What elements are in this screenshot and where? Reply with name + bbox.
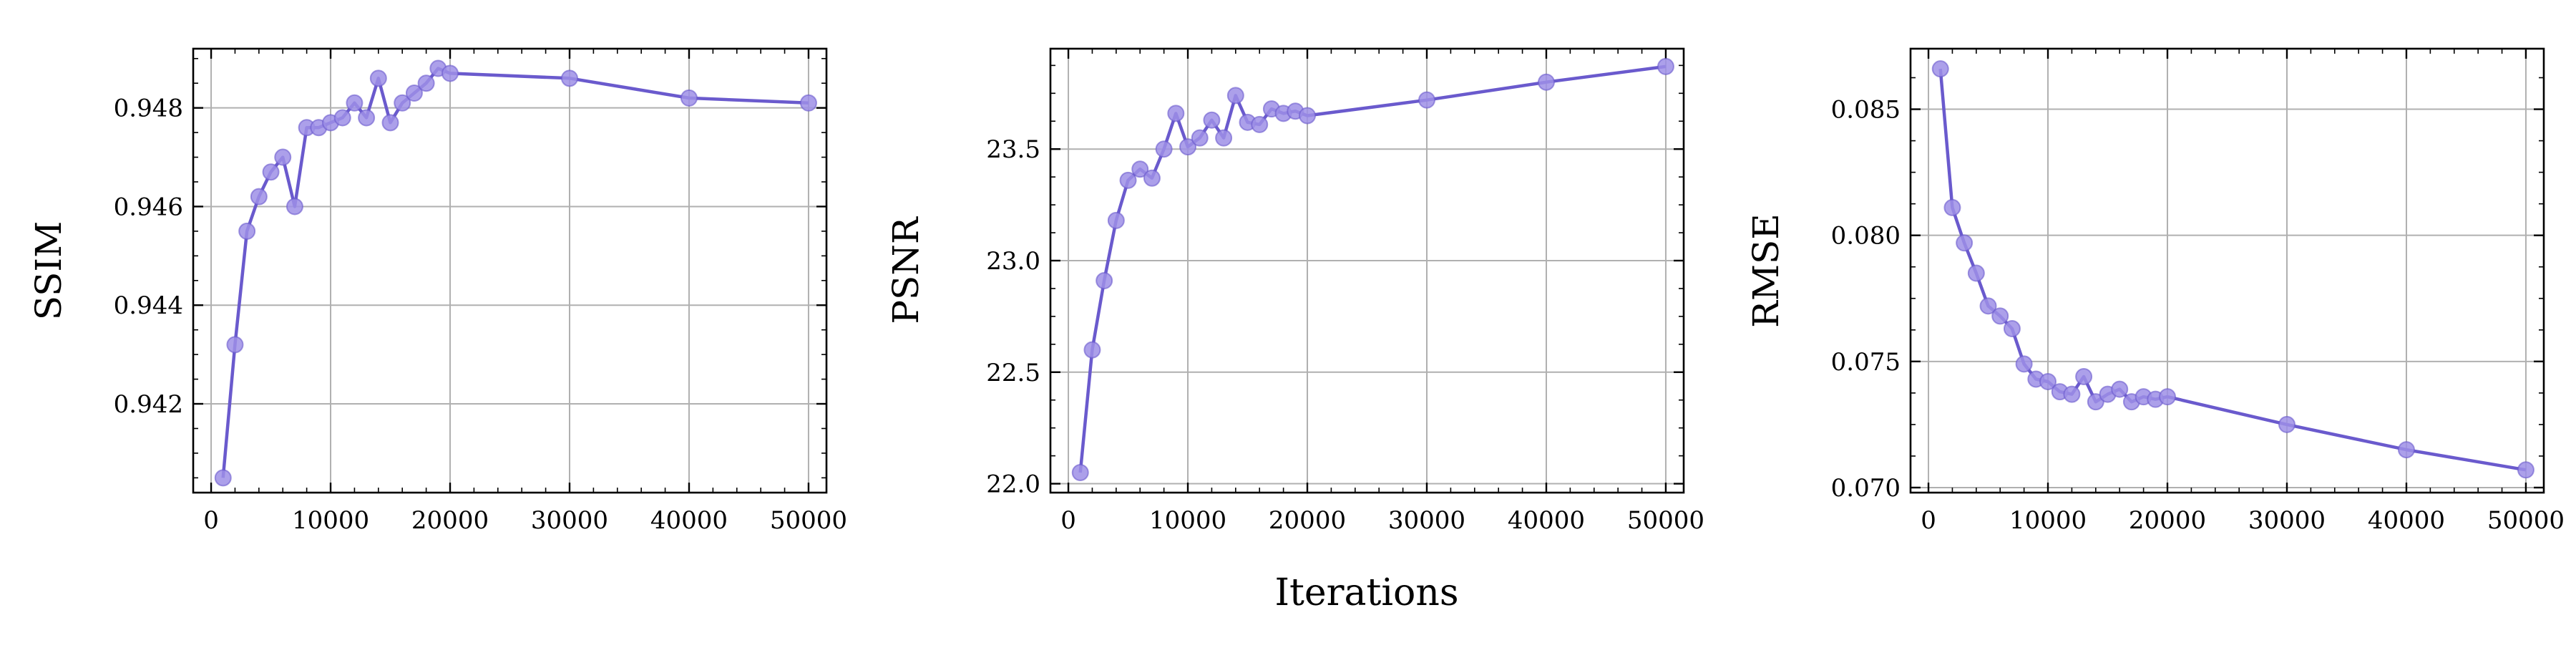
data-point: [286, 198, 303, 216]
data-point: [1167, 105, 1185, 122]
chart-panel-rmse: 0 10000 20000 30000 40000 50000 0.070 0.075 0.08…: [1745, 47, 2565, 535]
y-tick-label: 0.075: [1831, 348, 1901, 377]
data-point: [1096, 272, 1113, 290]
data-point: [1418, 91, 1435, 109]
data-point: [1931, 60, 1949, 78]
x-tick-label: 30000: [531, 506, 608, 535]
y-tick-label: 0.946: [114, 193, 183, 221]
data-point: [2278, 415, 2296, 433]
series-line: [1938, 69, 2527, 472]
y-tick-label: 0.948: [114, 95, 183, 123]
y-axis-label: SSIM: [28, 221, 69, 321]
data-point: [2063, 385, 2081, 403]
x-tick-label: 20000: [2129, 506, 2206, 535]
x-tick-label: 30000: [2248, 506, 2326, 535]
data-point: [1943, 198, 1961, 216]
data-point: [1131, 160, 1149, 178]
axes-frame: [1909, 47, 2545, 494]
data-point: [2015, 355, 2033, 373]
data-point: [799, 94, 817, 112]
x-tick-label: 10000: [292, 506, 369, 535]
data-point: [1083, 341, 1101, 359]
data-point: [560, 69, 578, 87]
data-point: [1967, 264, 1985, 282]
y-tick-label: 0.070: [1831, 474, 1901, 503]
chart-panel-ssim: 0 10000 20000 30000 40000 50000 0.942 0.944 0.94…: [28, 47, 847, 535]
data-point: [1226, 87, 1244, 105]
x-tick-label: 40000: [1508, 506, 1585, 535]
data-point: [1143, 169, 1161, 187]
data-point: [2075, 367, 2093, 385]
data-point: [2039, 373, 2057, 390]
data-point: [358, 109, 376, 127]
x-tick-label: 40000: [2368, 506, 2445, 535]
x-tick-label: 50000: [1627, 506, 1704, 535]
data-point: [1179, 138, 1197, 156]
data-point: [405, 84, 423, 102]
axes-frame: [1049, 47, 1685, 494]
data-point: [1956, 234, 1974, 252]
y-tick-label: 0.942: [114, 390, 183, 419]
y-tick-label: 0.944: [114, 291, 183, 320]
x-tick-label: 0: [1921, 506, 1936, 535]
data-point: [2159, 388, 2177, 406]
y-axis-label: PSNR: [885, 216, 927, 324]
y-tick-label: 0.080: [1831, 222, 1901, 251]
data-point: [1979, 297, 1997, 315]
data-point: [1215, 129, 1233, 147]
x-tick-label: 50000: [770, 506, 847, 535]
data-point: [2003, 320, 2021, 338]
data-point: [1657, 57, 1674, 75]
data-point: [214, 469, 232, 487]
data-point: [1071, 463, 1089, 481]
x-tick-label: 0: [203, 506, 219, 535]
y-tick-label: 23.0: [986, 247, 1040, 276]
data-point: [226, 336, 244, 354]
x-tick-label: 50000: [2487, 506, 2565, 535]
y-tick-label: 0.085: [1831, 96, 1901, 125]
data-point: [238, 222, 256, 240]
figure-xlabel: Iterations: [1274, 571, 1458, 614]
axes-frame: [192, 47, 828, 494]
data-point: [1203, 111, 1221, 129]
series-line: [1078, 64, 1667, 473]
y-tick-label: 22.5: [986, 359, 1040, 387]
x-tick-label: 40000: [650, 506, 728, 535]
data-point: [1107, 211, 1125, 229]
data-point: [1119, 171, 1137, 189]
data-point: [274, 148, 292, 166]
data-point: [1991, 307, 2009, 325]
data-point: [1537, 73, 1555, 91]
data-point: [1191, 129, 1209, 147]
data-point: [250, 188, 268, 205]
data-point: [394, 94, 411, 112]
y-tick-label: 22.0: [986, 470, 1040, 499]
data-point: [2397, 441, 2415, 459]
data-point: [1299, 107, 1317, 125]
x-tick-label: 20000: [411, 506, 489, 535]
y-tick-label: 23.5: [986, 135, 1040, 164]
data-point: [417, 74, 435, 92]
chart-panel-psnr: 0 10000 20000 30000 40000 50000 22.0 22.5 23.0 23…: [885, 47, 1704, 535]
x-tick-label: 0: [1060, 506, 1076, 535]
data-point: [2517, 461, 2534, 479]
data-point: [441, 64, 459, 82]
data-point: [346, 94, 364, 112]
data-point: [2087, 393, 2104, 411]
x-tick-label: 20000: [1269, 506, 1346, 535]
data-point: [381, 114, 399, 132]
data-point: [1155, 140, 1173, 158]
data-point: [333, 109, 351, 127]
data-point: [1251, 115, 1269, 133]
data-point: [262, 163, 280, 181]
x-tick-label: 10000: [1149, 506, 1226, 535]
data-point: [680, 89, 698, 107]
y-axis-label: RMSE: [1745, 213, 1787, 328]
data-point: [2111, 380, 2129, 398]
data-point: [369, 69, 387, 87]
x-tick-label: 10000: [2009, 506, 2087, 535]
x-tick-label: 30000: [1388, 506, 1465, 535]
